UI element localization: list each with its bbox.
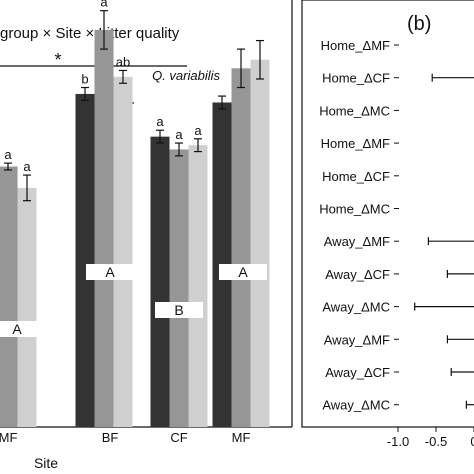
bar [250,59,270,427]
row-label: Away_ΔMC [322,398,390,413]
panel-b: (b) Home_ΔMF Home_ΔCF Home_ΔMC Home_ΔMF Home… [301,0,474,449]
significance-letter: a [4,147,12,162]
x-tick-label: BF [102,430,119,445]
bar [231,68,251,427]
x-tick-label: -0.5 [425,434,447,449]
significance-letter: a [175,127,183,142]
panel-a: group × Site × Litter quality * Q. varia… [0,0,293,471]
x-tick-label: -1.0 [387,434,409,449]
bar [188,145,208,427]
group-letter: A [238,264,248,280]
panel-a-title: group × Site × Litter quality [0,25,180,42]
bar [0,166,18,427]
group-letter-box [219,264,267,280]
row-label: Away_ΔMC [322,300,390,315]
group-letter: A [12,321,22,337]
row-label: Home_ΔMC [319,103,390,118]
row-label: Home_ΔCF [322,169,390,184]
significance-letter: a [100,0,108,10]
group-letter-box [0,321,38,337]
bar [113,76,133,428]
panel-b-frame [301,0,474,428]
row-label: Home_ΔMF [321,136,390,151]
significance-letter: b [81,72,88,87]
species-annotation: Q. variabilis [152,68,220,83]
bar [94,29,114,427]
significance-letter: a [23,159,31,174]
significance-letter: ab [116,54,130,69]
x-tick-label: MF [0,430,17,445]
row-label: Away_ΔMF [324,234,390,249]
x-tick-label: CF [170,430,187,445]
x-tick-label: 0 [470,434,474,449]
significance-letter: a [194,123,202,138]
group-letter-box [86,264,134,280]
row-label: Away_ΔCF [325,267,390,282]
bar [150,136,170,427]
group-letter: B [174,302,183,318]
row-label: Home_ΔMF [321,38,390,53]
row-label: Away_ΔMF [324,332,390,347]
bar [75,93,95,427]
row-label: Home_ΔCF [322,71,390,86]
significance-letter: a [156,114,164,129]
group-letter: A [105,264,115,280]
group-letter-box [155,302,203,318]
panel-b-label: (b) [407,13,431,35]
row-label: Home_ΔMC [319,202,390,217]
bar [17,187,37,427]
bar [169,149,189,427]
x-axis-title: Site [34,455,58,471]
x-tick-label: MF [232,430,251,445]
overall-significance-star: * [54,50,61,70]
row-label: Away_ΔCF [325,365,390,380]
